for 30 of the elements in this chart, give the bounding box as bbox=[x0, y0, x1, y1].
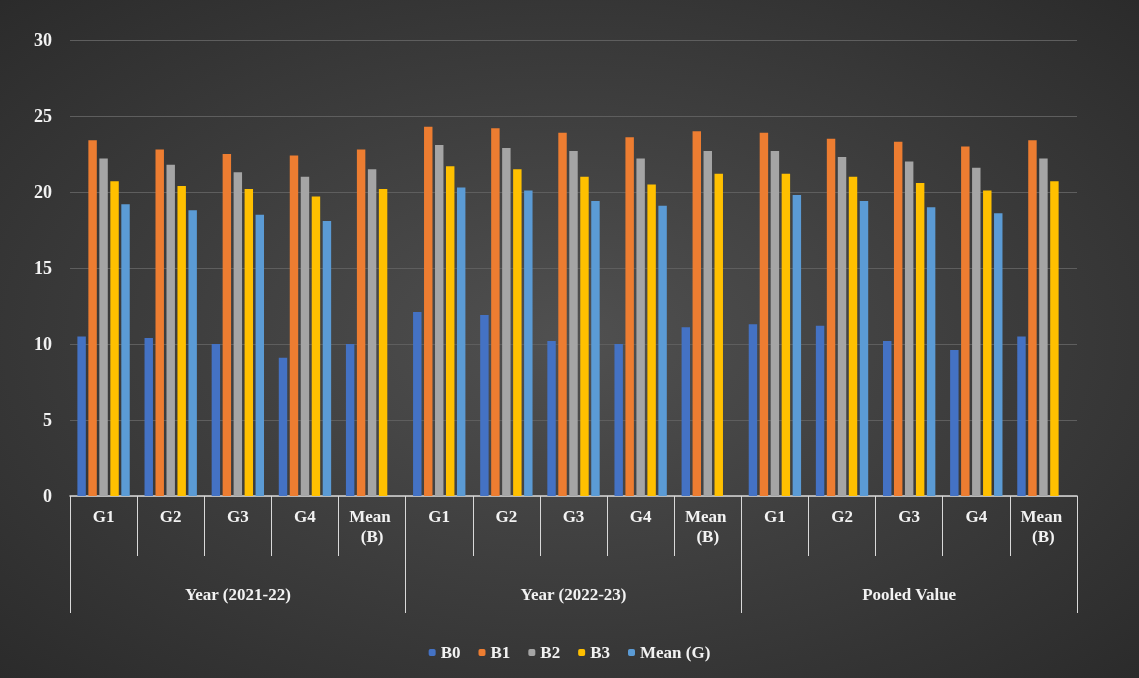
text: Pooled Value bbox=[862, 585, 957, 604]
legend-label: B0 bbox=[440, 643, 461, 662]
x-tick-label: G4 bbox=[629, 506, 652, 526]
y-tick-label: 5 bbox=[43, 410, 52, 430]
x-tick-label: G3 bbox=[562, 506, 585, 526]
text: Year (2021-22) bbox=[184, 585, 291, 604]
x-tick-label: Mean (B) bbox=[684, 506, 731, 546]
x-tick-label: Mean (B) bbox=[1020, 506, 1067, 546]
text: Year (2022-23) bbox=[520, 585, 627, 604]
y-tick-label: 30 bbox=[34, 30, 52, 50]
x-tick-label: G4 bbox=[294, 506, 317, 526]
y-tick-label: 20 bbox=[34, 182, 52, 202]
y-tick-label: 0 bbox=[43, 486, 52, 506]
x-tick-label: G3 bbox=[898, 506, 921, 526]
y-tick-label: 25 bbox=[34, 106, 52, 126]
y-tick-label: 15 bbox=[34, 258, 52, 278]
x-tick-label: G2 bbox=[831, 506, 853, 526]
x-tick-label: G1 bbox=[428, 506, 451, 526]
legend-label: Mean (G) bbox=[640, 643, 711, 662]
x-tick-label: G4 bbox=[965, 506, 988, 526]
x-tick-label: G3 bbox=[226, 506, 249, 526]
x-tick-label: G1 bbox=[92, 506, 115, 526]
legend-label: B3 bbox=[590, 643, 611, 662]
x-tick-label: Mean (B) bbox=[349, 506, 395, 546]
x-tick-label: G2 bbox=[495, 506, 518, 526]
legend-label: B2 bbox=[540, 643, 561, 662]
y-tick-label: 10 bbox=[34, 334, 52, 354]
x-tick-label: G2 bbox=[159, 506, 182, 526]
legend-label: B1 bbox=[490, 643, 511, 662]
x-tick-label: G1 bbox=[764, 506, 786, 526]
